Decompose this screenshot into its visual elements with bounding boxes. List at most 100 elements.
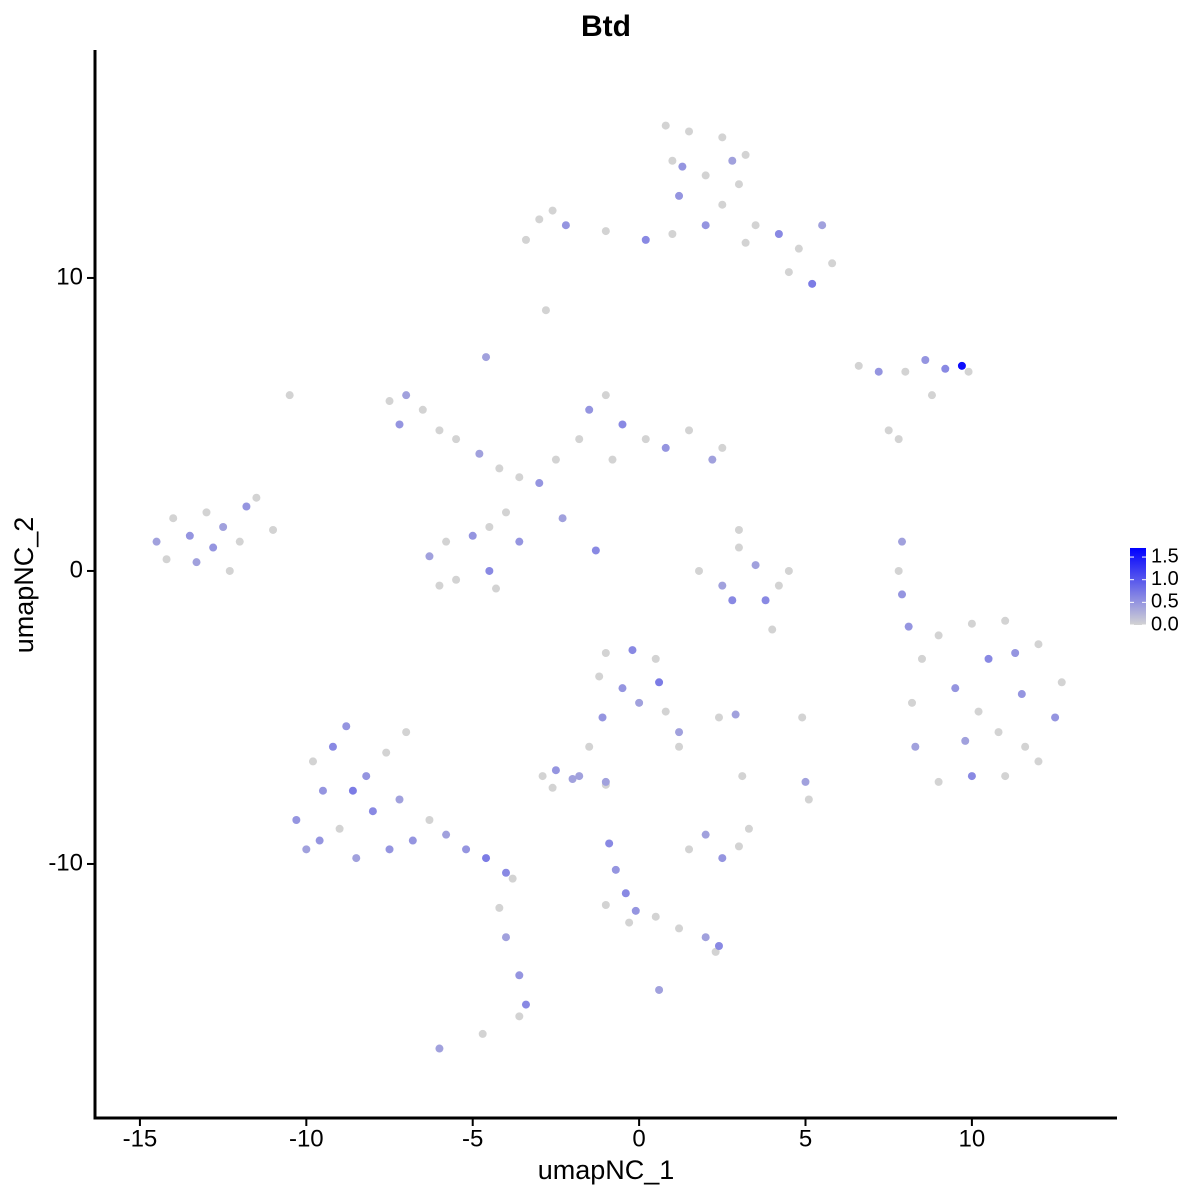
cell-point	[521, 235, 530, 244]
cell-point	[548, 206, 557, 215]
cell-point	[601, 227, 610, 236]
cell-point	[585, 742, 594, 751]
cell-point	[485, 523, 494, 532]
cell-point	[655, 678, 664, 687]
cell-point	[718, 200, 727, 209]
cell-point	[452, 435, 461, 444]
cell-point	[585, 405, 594, 414]
cell-point	[967, 772, 976, 781]
cell-point	[898, 537, 907, 546]
cell-point	[538, 772, 547, 781]
cell-point	[608, 455, 617, 464]
cell-point	[482, 353, 491, 362]
cell-point	[515, 971, 524, 980]
cell-point	[734, 842, 743, 851]
cell-point	[541, 306, 550, 315]
cell-point	[515, 473, 524, 482]
cell-point	[348, 786, 357, 795]
x-tick-label: -15	[123, 1125, 158, 1152]
cell-point	[804, 795, 813, 804]
cell-point	[435, 1044, 444, 1053]
cell-point	[921, 355, 930, 364]
colorbar-label: 0.5	[1151, 591, 1179, 613]
cell-point	[917, 654, 926, 663]
cell-point	[598, 713, 607, 722]
cell-point	[1021, 742, 1030, 751]
cell-point	[714, 713, 723, 722]
cell-point	[854, 361, 863, 370]
cell-point	[818, 221, 827, 230]
x-tick-label: -5	[462, 1125, 483, 1152]
y-tick-label: -10	[48, 849, 83, 876]
cell-point	[901, 367, 910, 376]
cell-point	[934, 631, 943, 640]
cell-point	[192, 558, 201, 567]
cell-point	[591, 546, 600, 555]
colorbar	[1130, 547, 1146, 625]
cell-point	[898, 590, 907, 599]
cell-point	[794, 244, 803, 253]
x-tick-label: 5	[799, 1125, 812, 1152]
cell-point	[641, 235, 650, 244]
cell-point	[362, 772, 371, 781]
cell-point	[625, 918, 634, 927]
colorbar-label: 1.5	[1151, 545, 1179, 567]
cell-point	[675, 191, 684, 200]
cell-point	[751, 561, 760, 570]
cell-point	[668, 156, 677, 165]
cell-point	[801, 777, 810, 786]
cell-point	[718, 133, 727, 142]
y-tick-label: 0	[70, 556, 83, 583]
cell-point	[668, 230, 677, 239]
cell-point	[202, 508, 211, 517]
cell-point	[475, 449, 484, 458]
cell-point	[618, 684, 627, 693]
cell-point	[1057, 678, 1066, 687]
cell-point	[318, 786, 327, 795]
cell-point	[335, 824, 344, 833]
cell-point	[575, 772, 584, 781]
cell-point	[242, 502, 251, 511]
cell-point	[1001, 772, 1010, 781]
cell-point	[661, 121, 670, 130]
cell-point	[385, 397, 394, 406]
cell-point	[904, 622, 913, 631]
cell-point	[302, 845, 311, 854]
cell-point	[621, 889, 630, 898]
cell-point	[631, 906, 640, 915]
cell-point	[185, 531, 194, 540]
cell-point	[425, 552, 434, 561]
cell-point	[382, 748, 391, 757]
cell-point	[894, 435, 903, 444]
cell-point	[252, 493, 261, 502]
cell-point	[515, 1012, 524, 1021]
cell-point	[685, 845, 694, 854]
cell-point	[741, 238, 750, 247]
cell-point	[661, 707, 670, 716]
cell-point	[678, 162, 687, 171]
cell-point	[701, 933, 710, 942]
cell-point	[894, 566, 903, 575]
cell-point	[285, 391, 294, 400]
cell-point	[1017, 690, 1026, 699]
x-tick-label: 10	[959, 1125, 986, 1152]
cell-point	[701, 830, 710, 839]
cell-point	[342, 722, 351, 731]
cell-point	[718, 854, 727, 863]
cell-point	[751, 221, 760, 230]
cell-point	[558, 514, 567, 523]
cell-point	[225, 566, 234, 575]
chart-title: Btd	[581, 10, 631, 43]
cell-point	[535, 215, 544, 224]
cell-point	[774, 230, 783, 239]
cell-point	[1001, 616, 1010, 625]
cell-point	[974, 707, 983, 716]
cell-point	[551, 455, 560, 464]
cell-point	[492, 584, 501, 593]
cell-point	[651, 654, 660, 663]
cell-point	[661, 443, 670, 452]
cell-point	[315, 836, 324, 845]
cell-point	[828, 259, 837, 268]
cell-point	[618, 420, 627, 429]
cell-point	[605, 839, 614, 848]
